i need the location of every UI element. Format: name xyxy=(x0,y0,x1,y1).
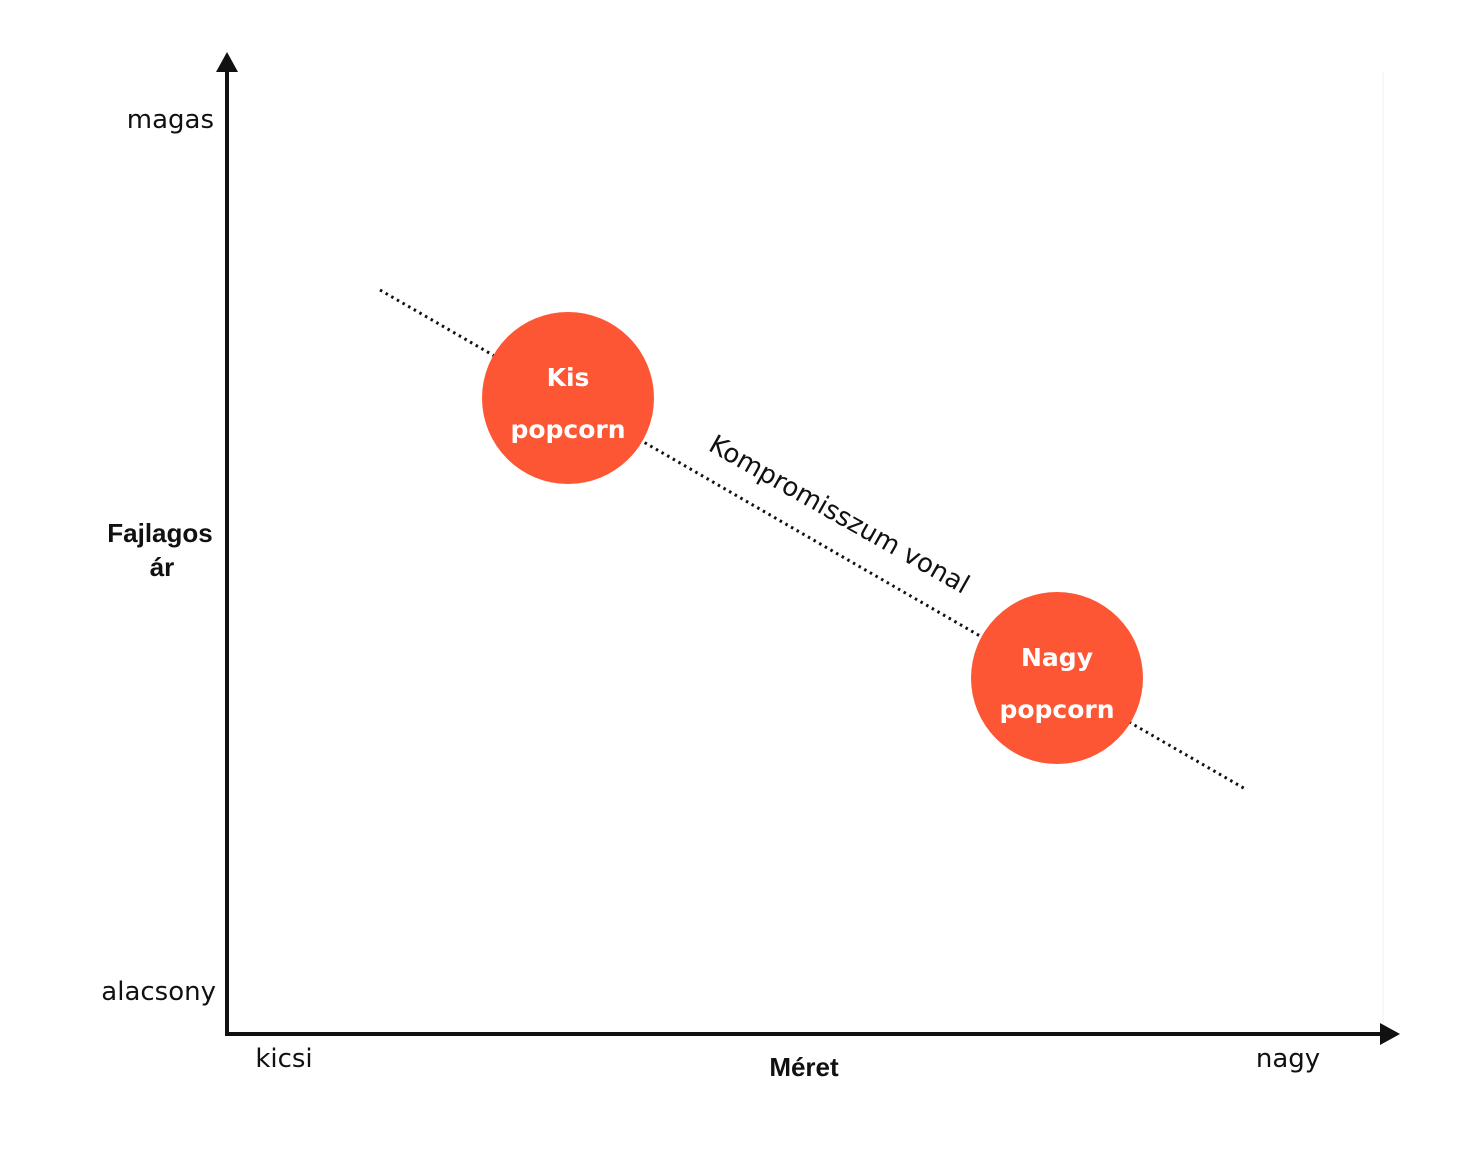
x-axis-arrow-icon xyxy=(1380,1023,1400,1045)
x-axis-title: Méret xyxy=(769,1052,839,1082)
bubble-small-popcorn-label-line2: popcorn xyxy=(510,415,625,444)
bubble-small-popcorn-label-line1: Kis xyxy=(547,363,590,392)
bubble-large-popcorn-label-line2: popcorn xyxy=(999,695,1114,724)
tradeoff-line-label: Kompromisszum vonal xyxy=(704,430,974,601)
bubble-large-popcorn-circle xyxy=(971,592,1143,764)
x-axis-high-label: nagy xyxy=(1256,1044,1320,1074)
bubble-large-popcorn-label-line1: Nagy xyxy=(1021,643,1093,672)
y-axis-arrow-icon xyxy=(216,52,238,72)
bubble-small-popcorn-circle xyxy=(482,312,654,484)
y-axis-low-label: alacsony xyxy=(101,977,216,1007)
y-axis-title-line2: ár xyxy=(150,552,175,582)
x-axis-low-label: kicsi xyxy=(255,1044,312,1074)
y-axis-high-label: magas xyxy=(127,105,214,135)
bubble-small-popcorn: Kis popcorn xyxy=(482,312,654,484)
bubble-large-popcorn: Nagy popcorn xyxy=(971,592,1143,764)
y-axis-title-line1: Fajlagos xyxy=(107,518,212,548)
